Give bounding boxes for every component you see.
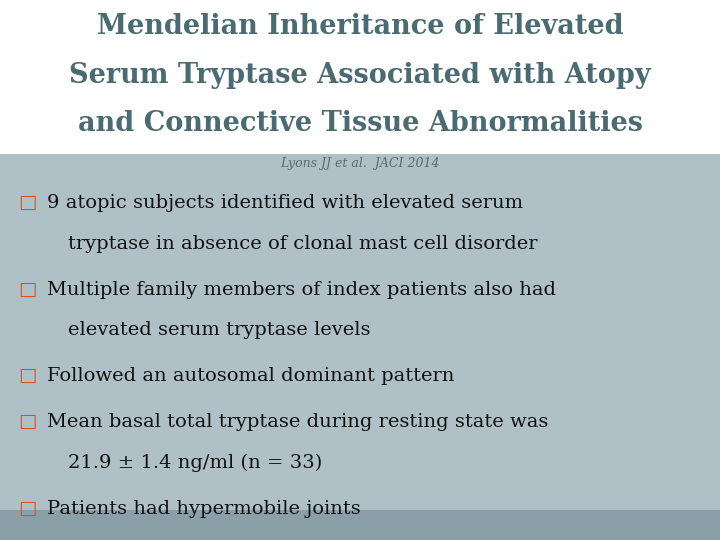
Text: Multiple family members of index patients also had: Multiple family members of index patient… [47, 281, 556, 299]
Bar [0, 0, 720, 154]
Text: □: □ [18, 281, 37, 299]
Text: □: □ [18, 500, 37, 517]
Text: Lyons JJ et al.  JACI 2014: Lyons JJ et al. JACI 2014 [280, 157, 440, 170]
Bar [0, 154, 720, 510]
Text: elevated serum tryptase levels: elevated serum tryptase levels [68, 321, 371, 339]
Text: □: □ [18, 367, 37, 385]
Text: and Connective Tissue Abnormalities: and Connective Tissue Abnormalities [78, 110, 642, 137]
Bar [0, 510, 720, 540]
Text: 21.9 ± 1.4 ng/ml (n = 33): 21.9 ± 1.4 ng/ml (n = 33) [68, 454, 323, 472]
Text: Serum Tryptase Associated with Atopy: Serum Tryptase Associated with Atopy [69, 62, 651, 89]
Text: tryptase in absence of clonal mast cell disorder: tryptase in absence of clonal mast cell … [68, 235, 538, 253]
Text: 9 atopic subjects identified with elevated serum: 9 atopic subjects identified with elevat… [47, 194, 523, 212]
Text: Followed an autosomal dominant pattern: Followed an autosomal dominant pattern [47, 367, 454, 385]
Text: Mean basal total tryptase during resting state was: Mean basal total tryptase during resting… [47, 413, 548, 431]
Text: Patients had hypermobile joints: Patients had hypermobile joints [47, 500, 361, 517]
Text: □: □ [18, 413, 37, 431]
Text: □: □ [18, 194, 37, 212]
Text: Mendelian Inheritance of Elevated: Mendelian Inheritance of Elevated [96, 14, 624, 40]
